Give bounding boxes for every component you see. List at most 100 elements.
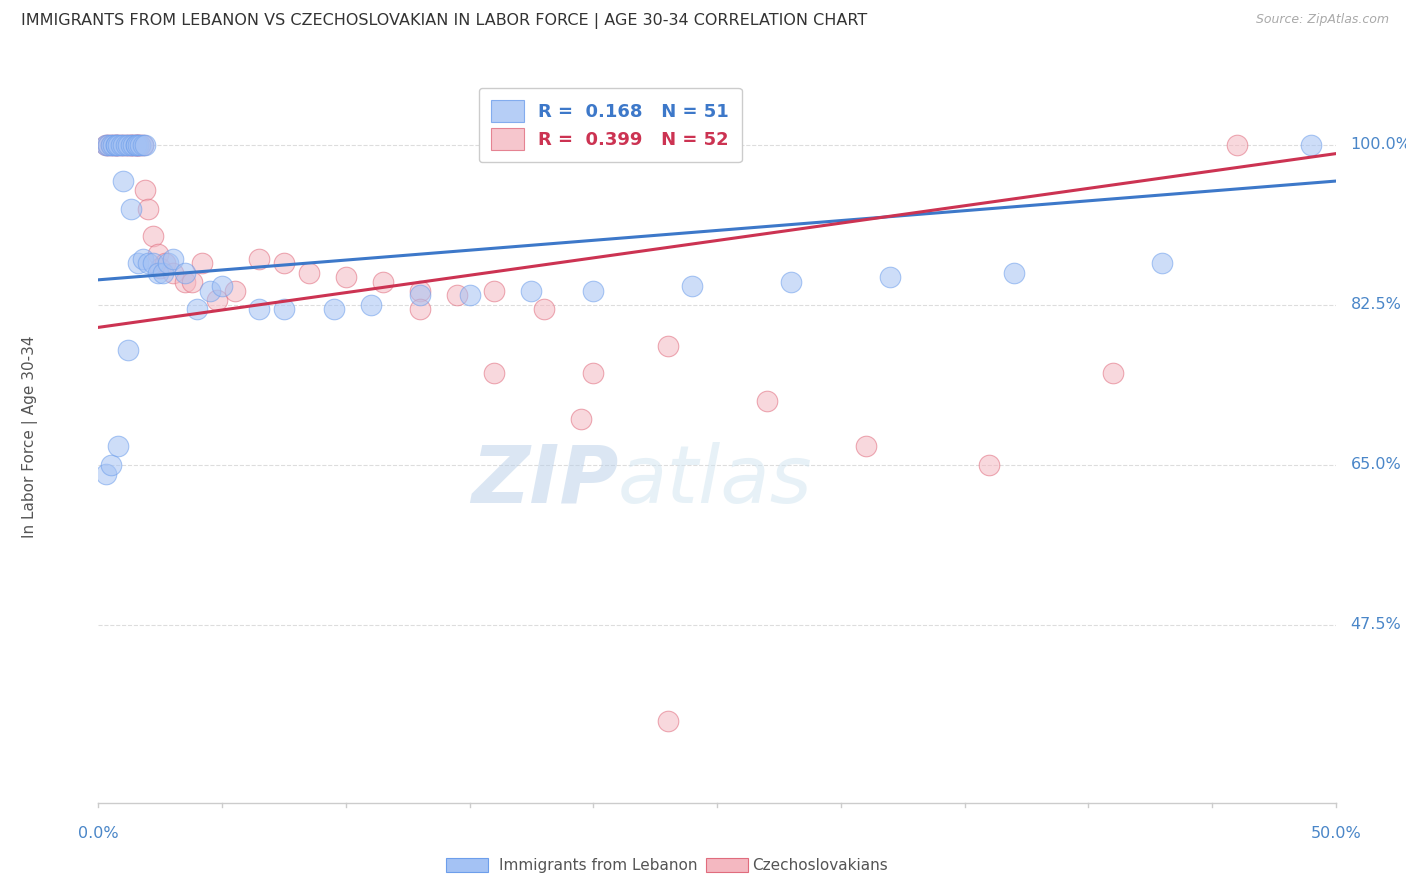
- Point: [360, 297, 382, 311]
- Point: [124, 137, 146, 152]
- Point: [142, 228, 165, 243]
- Point: [100, 137, 122, 152]
- Text: atlas: atlas: [619, 442, 813, 520]
- Point: [117, 137, 139, 152]
- Point: [120, 137, 142, 152]
- Point: [755, 393, 778, 408]
- Point: [162, 252, 184, 266]
- Point: [129, 137, 152, 152]
- Point: [211, 279, 233, 293]
- Point: [181, 275, 204, 289]
- Point: [569, 412, 592, 426]
- Point: [127, 137, 149, 152]
- Text: 65.0%: 65.0%: [1351, 457, 1402, 472]
- Point: [117, 343, 139, 358]
- Point: [879, 270, 901, 285]
- Text: Czechoslovakians: Czechoslovakians: [752, 858, 889, 872]
- Point: [107, 137, 129, 152]
- Point: [335, 270, 357, 285]
- Point: [114, 137, 136, 152]
- Point: [780, 275, 803, 289]
- Point: [134, 137, 156, 152]
- Point: [120, 137, 142, 152]
- Point: [136, 202, 159, 216]
- Point: [100, 458, 122, 472]
- Point: [100, 137, 122, 152]
- Point: [112, 137, 135, 152]
- Point: [484, 284, 506, 298]
- Text: 0.0%: 0.0%: [79, 826, 118, 840]
- Point: [322, 302, 344, 317]
- Point: [152, 266, 174, 280]
- Point: [110, 137, 132, 152]
- Point: [94, 137, 117, 152]
- Point: [136, 256, 159, 270]
- Point: [409, 288, 432, 302]
- Point: [174, 266, 197, 280]
- Point: [120, 137, 142, 152]
- Point: [104, 137, 127, 152]
- Point: [409, 302, 432, 317]
- Point: [94, 467, 117, 481]
- Point: [129, 137, 152, 152]
- Point: [681, 279, 703, 293]
- Point: [273, 302, 295, 317]
- Point: [191, 256, 214, 270]
- Point: [582, 284, 605, 298]
- Point: [127, 137, 149, 152]
- Point: [174, 275, 197, 289]
- Point: [112, 174, 135, 188]
- Point: [142, 256, 165, 270]
- Point: [155, 256, 177, 270]
- Point: [97, 137, 120, 152]
- Point: [132, 137, 155, 152]
- Point: [127, 256, 149, 270]
- Point: [273, 256, 295, 270]
- Point: [657, 714, 679, 728]
- Point: [124, 137, 146, 152]
- Point: [520, 284, 543, 298]
- Point: [114, 137, 136, 152]
- Point: [104, 137, 127, 152]
- Point: [458, 288, 481, 302]
- Point: [484, 366, 506, 380]
- Text: Immigrants from Lebanon: Immigrants from Lebanon: [499, 858, 697, 872]
- Point: [132, 252, 155, 266]
- Point: [1299, 137, 1322, 152]
- Point: [1152, 256, 1174, 270]
- Point: [94, 137, 117, 152]
- Text: 47.5%: 47.5%: [1351, 617, 1402, 632]
- Point: [124, 137, 146, 152]
- Point: [124, 137, 146, 152]
- Point: [127, 137, 149, 152]
- Point: [162, 266, 184, 280]
- Point: [117, 137, 139, 152]
- Point: [146, 247, 169, 261]
- Point: [149, 260, 172, 275]
- Text: 50.0%: 50.0%: [1310, 826, 1361, 840]
- Point: [103, 137, 125, 152]
- Legend: R =  0.168   N = 51, R =  0.399   N = 52: R = 0.168 N = 51, R = 0.399 N = 52: [478, 87, 741, 162]
- Point: [112, 137, 135, 152]
- Point: [97, 137, 120, 152]
- Point: [122, 137, 145, 152]
- Point: [657, 339, 679, 353]
- Point: [186, 302, 208, 317]
- Point: [855, 439, 877, 453]
- Point: [104, 137, 127, 152]
- Point: [107, 137, 129, 152]
- Point: [107, 439, 129, 453]
- Text: IMMIGRANTS FROM LEBANON VS CZECHOSLOVAKIAN IN LABOR FORCE | AGE 30-34 CORRELATIO: IMMIGRANTS FROM LEBANON VS CZECHOSLOVAKI…: [21, 13, 868, 29]
- Point: [371, 275, 394, 289]
- Point: [224, 284, 246, 298]
- Point: [198, 284, 221, 298]
- Point: [1226, 137, 1249, 152]
- Text: 82.5%: 82.5%: [1351, 297, 1402, 312]
- Point: [582, 366, 605, 380]
- Point: [533, 302, 555, 317]
- Point: [446, 288, 468, 302]
- Point: [409, 284, 432, 298]
- Point: [103, 137, 125, 152]
- Point: [1102, 366, 1125, 380]
- Point: [205, 293, 228, 307]
